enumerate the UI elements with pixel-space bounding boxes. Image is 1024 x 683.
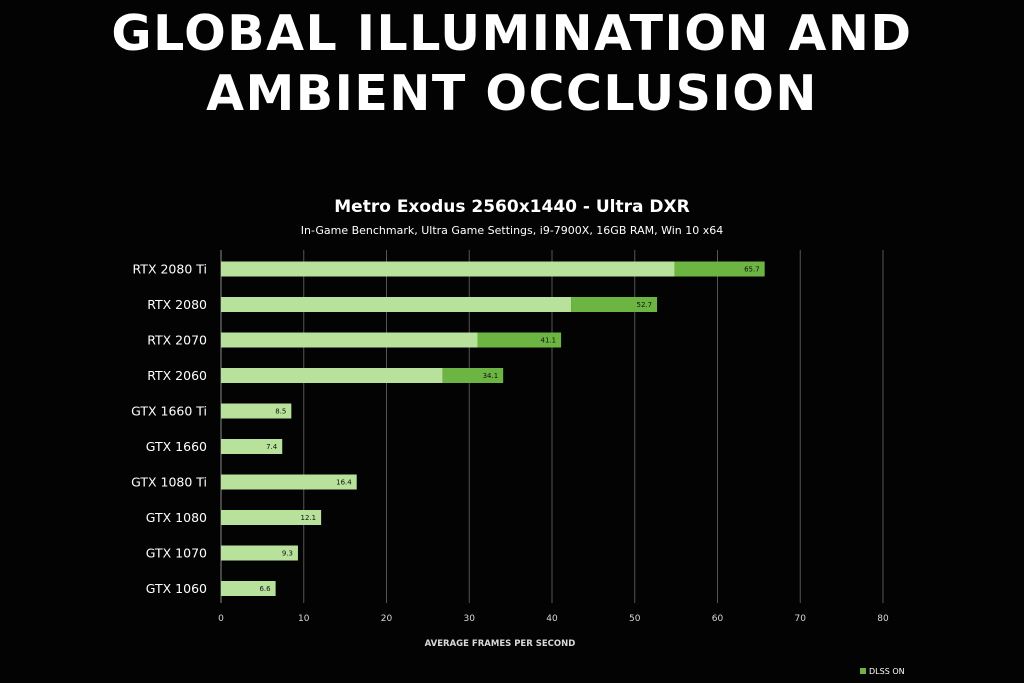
bar-gtx-1060 [221, 581, 276, 596]
category-label-rtx-2070: RTX 2070 [147, 333, 207, 348]
x-tick-label-70: 70 [795, 614, 807, 624]
bar-rtx-2060 [221, 368, 443, 383]
bars [221, 261, 765, 596]
data-label-gtx-1080-ti: 16.4 [336, 479, 352, 487]
category-label-gtx-1080-ti: GTX 1080 Ti [131, 475, 207, 490]
x-tick-label-50: 50 [629, 614, 641, 624]
x-tick-label-40: 40 [546, 614, 558, 624]
data-label-gtx-1080: 12.1 [301, 514, 317, 522]
data-label-gtx-1060: 6.6 [259, 585, 271, 593]
x-tick-label-0: 0 [218, 614, 224, 624]
data-label-gtx-1660-ti: 8.5 [275, 408, 286, 416]
data-label-rtx-2080-ti: 65.7 [744, 266, 760, 274]
bar-rtx-2080 [221, 297, 572, 312]
data-label-rtx-2070: 41.1 [541, 337, 557, 345]
bar-dlss-rtx-2080 [571, 297, 658, 312]
slide-title-line-2: AMBIENT OCCLUSION [206, 65, 818, 122]
bar-gtx-1080 [221, 510, 322, 525]
legend: DLSS ON [860, 667, 905, 676]
bar-gtx-1070 [221, 545, 298, 561]
x-tick-label-30: 30 [464, 614, 476, 624]
slide-title-line-1: GLOBAL ILLUMINATION AND [111, 5, 913, 62]
x-tick-label-10: 10 [298, 614, 310, 624]
bar-rtx-2080-ti [221, 261, 675, 277]
category-label-gtx-1060: GTX 1060 [146, 581, 207, 596]
bar-gtx-1080-ti [221, 474, 357, 490]
bar-dlss-rtx-2060 [442, 368, 504, 383]
bar-gtx-1660 [221, 439, 283, 454]
data-label-gtx-1070: 9.3 [282, 550, 293, 558]
data-label-rtx-2080: 52.7 [636, 301, 652, 309]
category-label-rtx-2080-ti: RTX 2080 Ti [133, 262, 207, 277]
bar-rtx-2070 [221, 332, 478, 348]
bar-dlss-rtx-2080-ti [674, 261, 765, 277]
chart-subtitle: In-Game Benchmark, Ultra Game Settings, … [300, 224, 724, 237]
slide-title: GLOBAL ILLUMINATION AND AMBIENT OCCLUSIO… [0, 4, 1024, 124]
category-label-rtx-2080: RTX 2080 [147, 297, 207, 312]
category-label-rtx-2060: RTX 2060 [147, 368, 207, 383]
x-tick-label-20: 20 [381, 614, 393, 624]
chart-title: Metro Exodus 2560x1440 - Ultra DXR [334, 197, 690, 217]
category-label-gtx-1660: GTX 1660 [146, 439, 207, 454]
legend-label-dlss-on: DLSS ON [869, 667, 905, 676]
category-label-gtx-1080: GTX 1080 [146, 510, 207, 525]
bar-gtx-1660-ti [221, 403, 292, 419]
category-label-gtx-1660-ti: GTX 1660 Ti [131, 404, 207, 419]
x-tick-label-80: 80 [877, 614, 889, 624]
x-tick-label-60: 60 [712, 614, 724, 624]
legend-swatch-dlss-on [860, 668, 866, 674]
bar-dlss-rtx-2070 [477, 332, 562, 348]
data-label-rtx-2060: 34.1 [483, 372, 499, 380]
x-axis-title: AVERAGE FRAMES PER SECOND [425, 639, 576, 649]
data-label-gtx-1660: 7.4 [266, 443, 278, 451]
category-label-gtx-1070: GTX 1070 [146, 546, 207, 561]
labels: 0 10 20 30 40 50 60 70 80 RTX 2080 Ti 65.7 RTX 2080… [131, 262, 889, 625]
